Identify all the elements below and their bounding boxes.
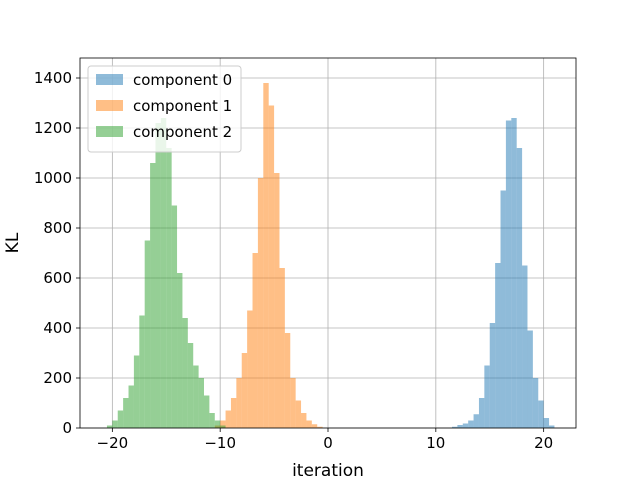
histogram-bar xyxy=(457,425,463,428)
histogram-bar xyxy=(284,333,291,428)
histogram-bar xyxy=(171,205,178,428)
histogram-bar xyxy=(489,323,496,428)
histogram-bar xyxy=(209,413,215,428)
y-tick-label: 1200 xyxy=(34,119,72,137)
y-tick-label: 0 xyxy=(62,419,72,437)
histogram-bar xyxy=(268,105,275,428)
histogram-bar xyxy=(468,420,474,428)
x-tick-label: −20 xyxy=(97,434,129,452)
legend-label: component 0 xyxy=(133,71,232,89)
histogram-bar xyxy=(241,353,248,428)
histogram-bar xyxy=(214,420,221,428)
histogram-bar xyxy=(106,425,113,428)
histogram-bar xyxy=(516,148,523,428)
histogram-bar xyxy=(247,310,253,428)
legend-label: component 1 xyxy=(133,97,232,115)
histogram-bar xyxy=(295,400,302,428)
legend-label: component 2 xyxy=(133,123,232,141)
histogram-bar xyxy=(166,148,172,428)
legend-swatch xyxy=(96,74,123,85)
legend-box xyxy=(87,65,242,153)
histogram-bar xyxy=(532,378,539,428)
legend-swatch xyxy=(96,126,123,137)
histogram-bar xyxy=(220,425,226,428)
histogram-bar xyxy=(220,420,226,428)
histogram-bar xyxy=(522,265,528,428)
histogram-bar xyxy=(538,400,544,428)
legend: component 0 component 1 component 2 xyxy=(87,65,242,153)
histogram-bar xyxy=(225,410,231,428)
histogram-bar xyxy=(123,398,129,428)
histogram-bar xyxy=(478,398,485,428)
histogram-bar xyxy=(252,253,258,428)
x-tick-label: 0 xyxy=(323,434,333,452)
series-2-bars xyxy=(106,118,226,428)
y-tick-label: 1000 xyxy=(34,169,72,187)
series-0-bars xyxy=(452,118,555,428)
histogram-bar xyxy=(274,173,280,428)
histogram-bar xyxy=(117,410,124,428)
histogram-bar xyxy=(155,123,161,428)
histogram-bar xyxy=(484,365,490,428)
histogram-bar xyxy=(543,418,550,428)
histogram-bar xyxy=(150,163,156,428)
bars xyxy=(106,83,555,428)
histogram-bar xyxy=(128,385,134,428)
histogram-bar xyxy=(133,355,140,428)
legend-swatch xyxy=(96,100,123,111)
histogram-bar xyxy=(230,398,237,428)
histogram-bar xyxy=(160,118,167,428)
histogram-bar xyxy=(193,365,199,428)
histogram-bar xyxy=(311,424,318,428)
histogram-bar xyxy=(301,413,307,428)
histogram-bar xyxy=(452,426,458,428)
histogram-bar xyxy=(473,414,479,428)
histogram-bar xyxy=(462,423,469,428)
y-tick-label: 600 xyxy=(43,269,72,287)
y-tick-label: 800 xyxy=(43,219,72,237)
histogram-bar xyxy=(187,343,194,428)
y-axis-label: KL xyxy=(3,232,23,253)
histogram-bar xyxy=(279,268,285,428)
histogram-bar xyxy=(527,330,533,428)
histogram-bar xyxy=(306,420,312,428)
x-tick-label: 10 xyxy=(426,434,445,452)
y-tick-label: 400 xyxy=(43,319,72,337)
histogram-bar xyxy=(177,273,183,428)
histogram-bar xyxy=(139,315,145,428)
histogram-bar xyxy=(257,178,264,428)
histogram-bar xyxy=(236,378,242,428)
histogram-bar xyxy=(290,378,296,428)
histogram-bar xyxy=(182,318,188,428)
histogram-bar xyxy=(144,240,151,428)
y-tick-label: 200 xyxy=(43,369,72,387)
histogram-bar xyxy=(511,118,517,428)
histogram-bar xyxy=(549,425,555,428)
histogram-bar xyxy=(500,190,506,428)
x-tick-label: 20 xyxy=(534,434,553,452)
histogram-bar xyxy=(198,378,204,428)
histogram-bar xyxy=(317,426,323,428)
histogram-bar xyxy=(263,83,269,428)
x-axis-label: iteration xyxy=(292,461,364,480)
histogram-bar xyxy=(505,120,512,428)
histogram-bar xyxy=(204,395,210,428)
series-1-bars xyxy=(214,83,323,428)
histogram-bar xyxy=(495,263,501,428)
histogram-bar xyxy=(112,420,118,428)
x-tick-label: −10 xyxy=(204,434,236,452)
y-tick-label: 1400 xyxy=(34,69,72,87)
